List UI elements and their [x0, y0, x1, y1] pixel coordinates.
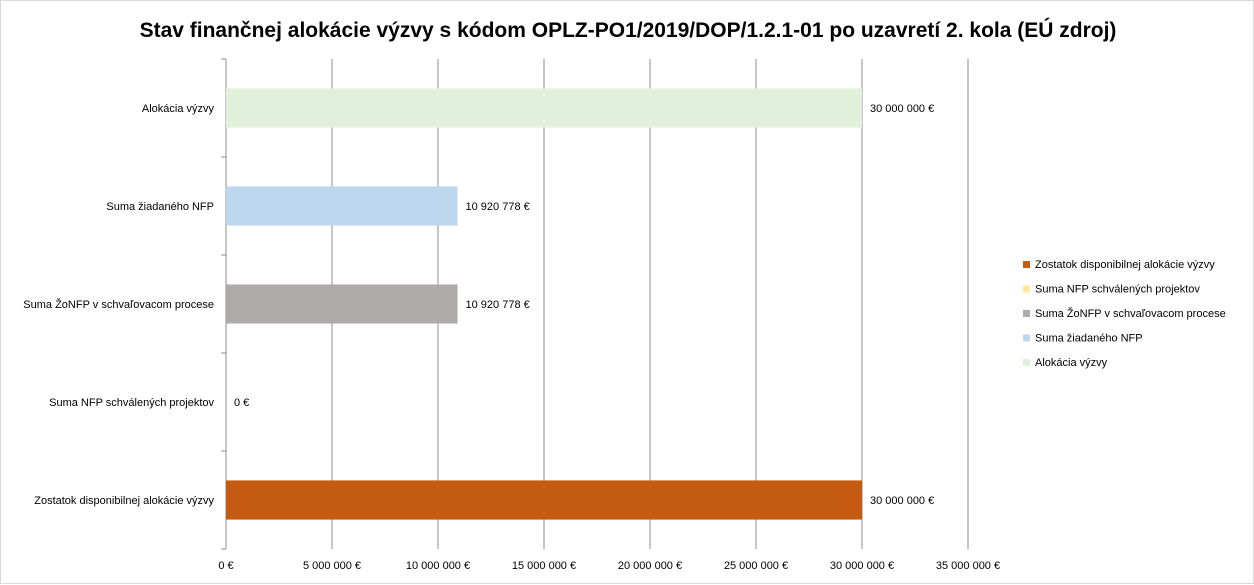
x-tick-label: 25 000 000 € — [724, 560, 788, 572]
legend-label: Suma ŽoNFP v schvaľovacom procese — [1035, 307, 1226, 320]
bars — [226, 88, 862, 520]
legend-label: Zostatok disponibilnej alokácie výzvy — [1035, 259, 1215, 271]
data-label: 10 920 778 € — [466, 299, 530, 311]
legend: Zostatok disponibilnej alokácie výzvy Sum… — [1023, 259, 1226, 369]
category-label: Zostatok disponibilnej alokácie výzvy — [34, 495, 214, 507]
x-tick-label: 10 000 000 € — [406, 560, 470, 572]
category-label: Suma žiadaného NFP — [106, 201, 214, 213]
bar — [226, 284, 458, 324]
data-label: 30 000 000 € — [870, 495, 934, 507]
category-label: Suma ŽoNFP v schvaľovacom procese — [23, 298, 214, 311]
bar — [226, 480, 862, 520]
gridlines — [221, 58, 969, 550]
legend-swatch — [1023, 310, 1030, 317]
legend-swatch — [1023, 334, 1030, 342]
category-label: Alokácia výzvy — [142, 103, 215, 115]
category-label: Suma NFP schválených projektov — [49, 397, 214, 409]
data-label: 0 € — [234, 397, 249, 409]
bar — [226, 88, 862, 128]
x-tick-label: 5 000 000 € — [303, 560, 361, 572]
legend-swatch — [1023, 285, 1030, 293]
x-tick-label: 15 000 000 € — [512, 560, 576, 572]
legend-label: Suma NFP schválených projektov — [1035, 284, 1200, 296]
x-tick-label: 35 000 000 € — [936, 560, 1000, 572]
legend-swatch — [1023, 359, 1030, 366]
x-tick-label: 20 000 000 € — [618, 560, 682, 572]
chart-title: Stav finančnej alokácie výzvy s kódom OP… — [140, 18, 1117, 42]
x-axis-tick-labels: 0 € 5 000 000 € 10 000 000 € 15 000 000 € 20… — [218, 560, 1000, 572]
x-tick-label: 0 € — [218, 560, 233, 572]
legend-swatch — [1023, 261, 1030, 268]
x-tick-label: 30 000 000 € — [830, 560, 894, 572]
legend-label: Alokácia výzvy — [1035, 357, 1108, 369]
bar — [226, 186, 458, 226]
data-labels: 30 000 000 € 10 920 778 € 10 920 778 € 0 € 3… — [234, 103, 934, 507]
data-label: 10 920 778 € — [466, 201, 530, 213]
data-label: 30 000 000 € — [870, 103, 934, 115]
category-labels: Alokácia výzvy Suma žiadaného NFP Suma ŽoN… — [23, 103, 214, 507]
legend-label: Suma žiadaného NFP — [1035, 333, 1143, 345]
